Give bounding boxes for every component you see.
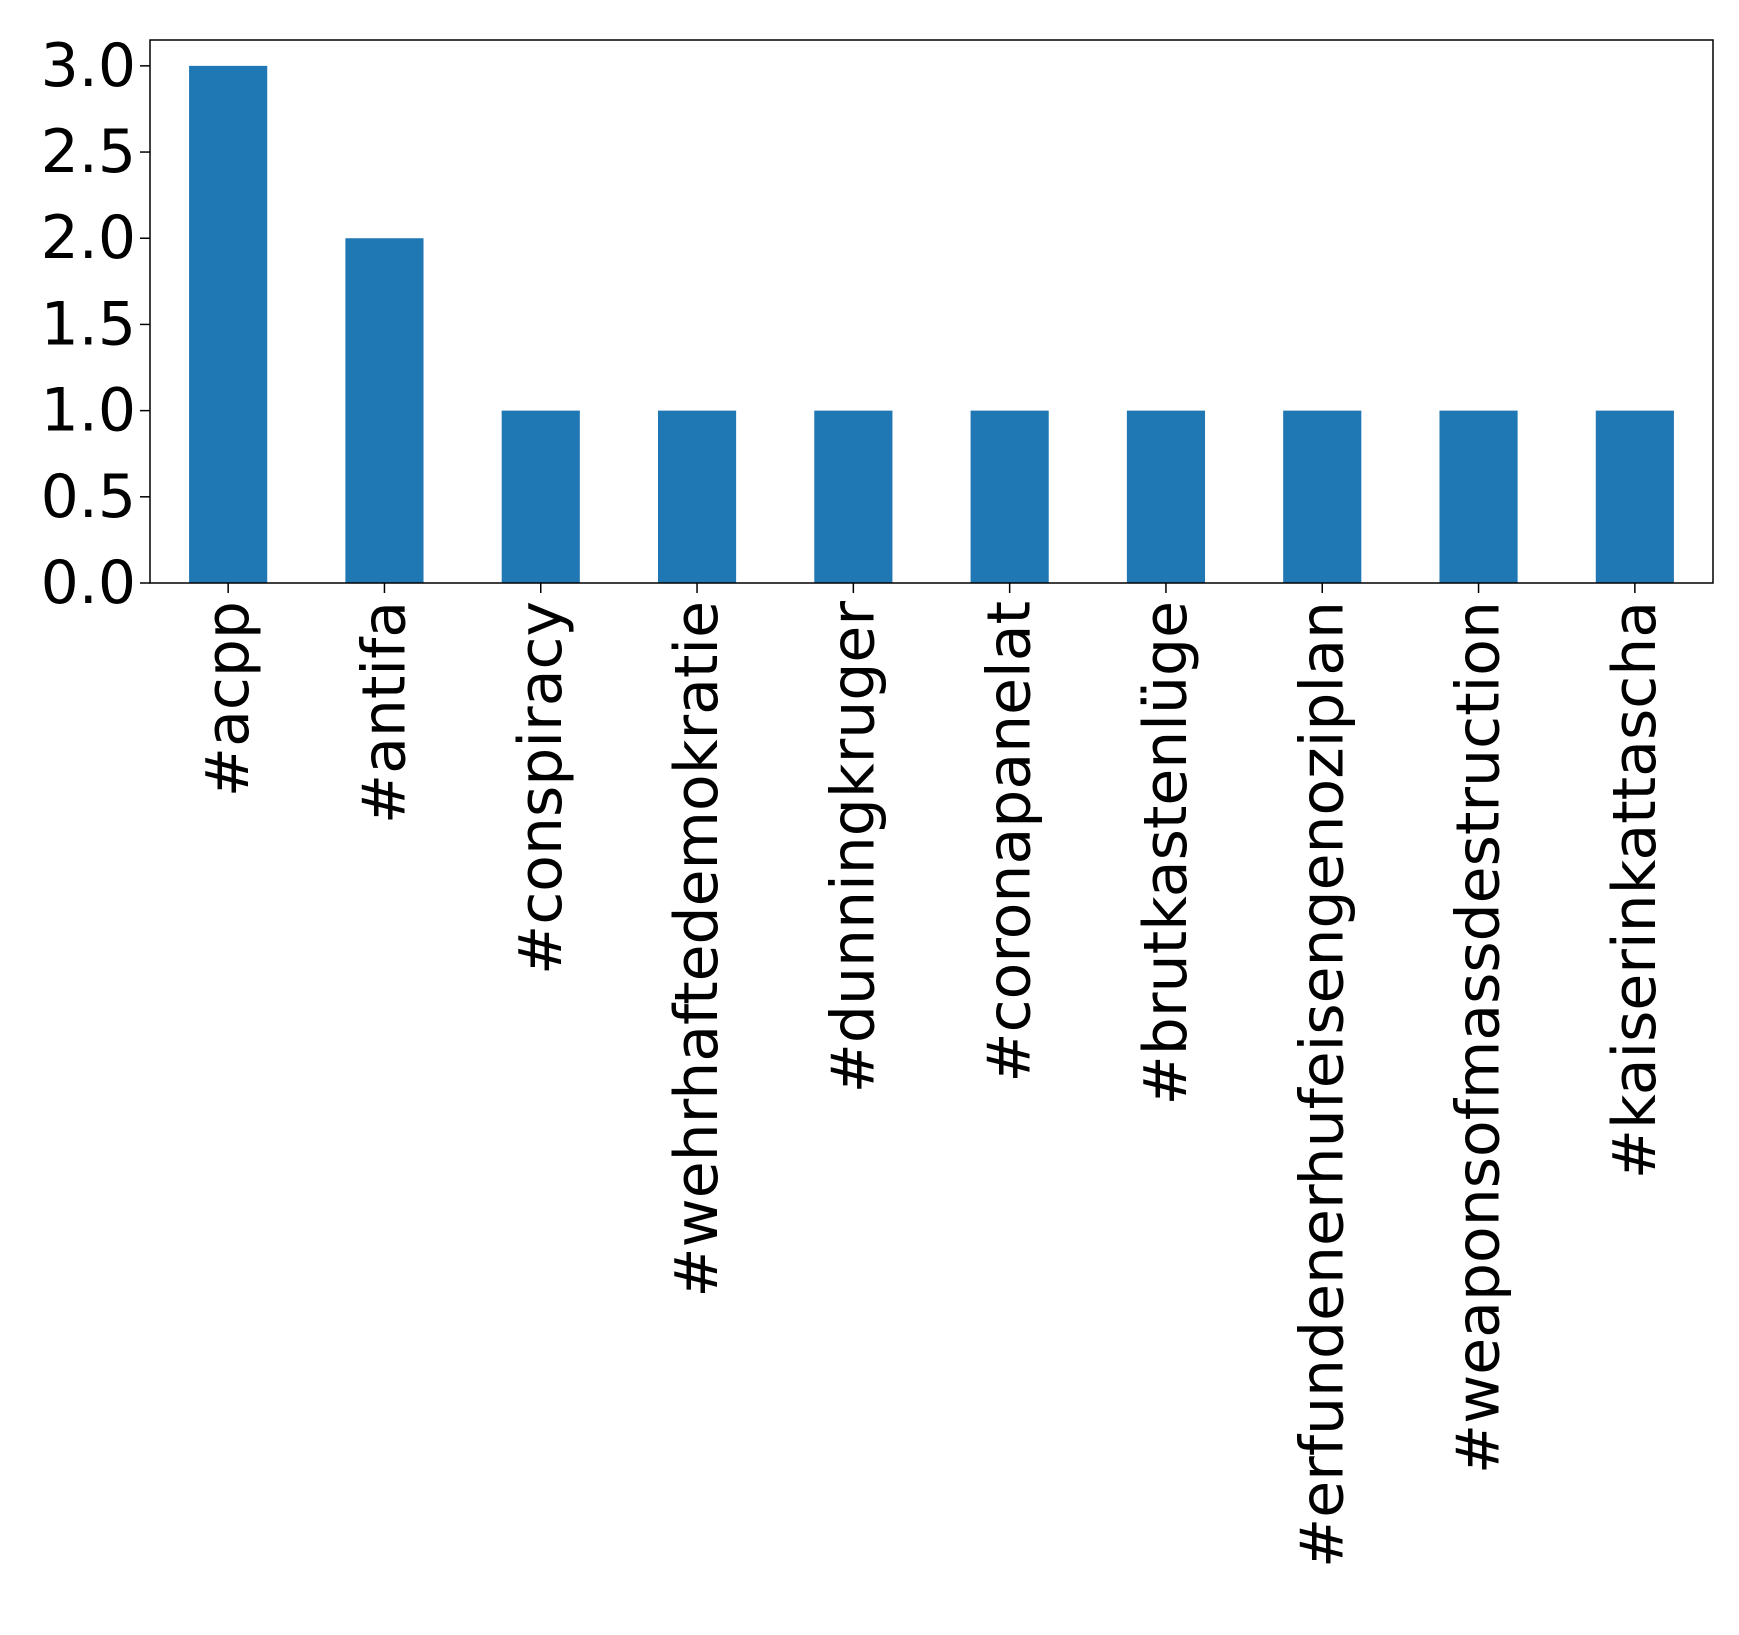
bar-conspiracy <box>501 410 580 583</box>
bar-brutkastenlüge <box>1126 410 1206 583</box>
x-tick-label: #conspiracy <box>506 601 576 975</box>
bars-group <box>189 65 1674 584</box>
x-axis: #acpp #antifa #conspiracy #wehrhaftedemokra… <box>193 583 1670 1568</box>
x-tick-label: #antifa <box>349 601 419 824</box>
x-tick-label: #coronapanelat <box>975 601 1045 1083</box>
y-tick-label: 2.0 <box>41 203 136 273</box>
bar-kaiserinkattascha <box>1595 410 1674 583</box>
bar-antifa <box>345 238 424 583</box>
x-tick-label: #brutkastenlüge <box>1131 601 1201 1105</box>
y-tick-label: 0.0 <box>41 548 136 618</box>
bar-wehrhaftedemokratie <box>657 410 737 583</box>
bar-acpp <box>189 65 268 584</box>
bar-weaponsofmassdestruction <box>1439 410 1518 583</box>
bar-dunningkruger <box>814 410 893 583</box>
x-tick-label: #kaiserinkattascha <box>1600 601 1670 1179</box>
bar-erfundenerhufeisengenoziplan <box>1283 410 1362 583</box>
x-tick-label: #erfundenerhufeisengenoziplan <box>1287 601 1357 1568</box>
y-axis: 0.0 0.5 1.0 1.5 2.0 2.5 3.0 <box>41 31 150 618</box>
x-tick-label: #wehrhaftedemokratie <box>662 601 732 1298</box>
x-tick-label: #weaponsofmassdestruction <box>1444 601 1514 1474</box>
y-tick-label: 1.0 <box>41 376 136 446</box>
x-tick-label: #acpp <box>193 601 263 797</box>
y-tick-label: 2.5 <box>41 117 136 187</box>
y-tick-label: 0.5 <box>41 462 136 532</box>
y-tick-label: 3.0 <box>41 31 136 101</box>
y-tick-label: 1.5 <box>41 289 136 359</box>
plot-frame <box>149 39 1714 584</box>
bar-coronapanelat <box>970 410 1049 583</box>
x-tick-label: #dunningkruger <box>818 601 888 1094</box>
